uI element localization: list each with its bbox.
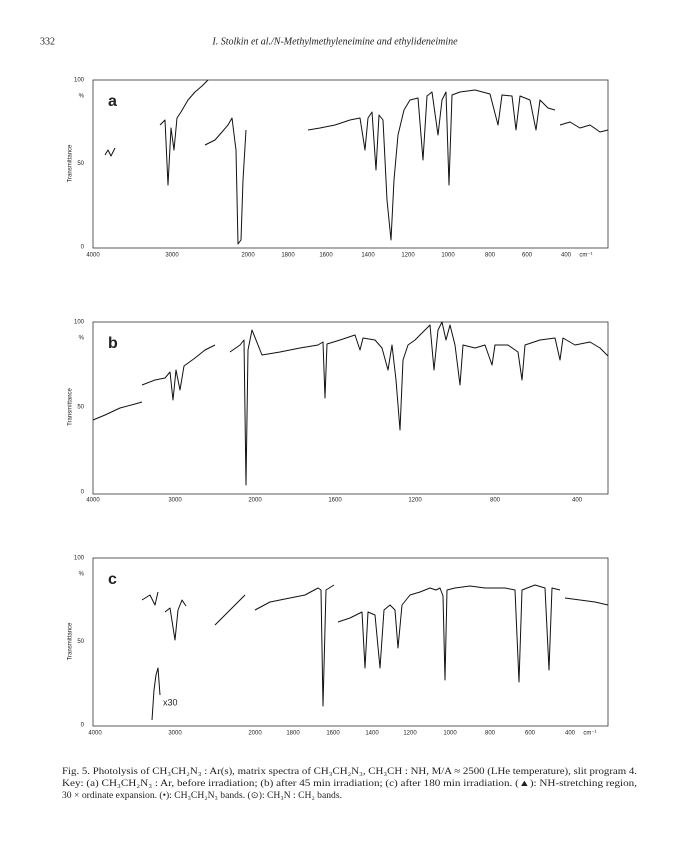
x-tick-label: 1800 — [281, 253, 295, 259]
x-tick-label: 3000 — [165, 253, 179, 259]
x-tick-label: 400 — [561, 253, 572, 259]
caption-line: Fig. 5. Photolysis of CH₃CH₂N₃ : Ar(s), … — [62, 766, 637, 776]
y-tick-label: 0 — [81, 723, 85, 729]
x-tick-label: 1400 — [361, 253, 375, 259]
x-tick-label: 4000 — [88, 731, 102, 737]
x-tick-label: 400 — [572, 498, 583, 504]
x-tick-label: 1600 — [326, 731, 340, 737]
x-tick-label: 800 — [485, 731, 496, 737]
y-tick-label: 0 — [81, 490, 85, 496]
y-tick-label: 50 — [77, 161, 84, 167]
caption-line: Key: (a) CH₃CH₂N₃ : Ar, before irradiati… — [62, 778, 637, 788]
x-tick-label: 3000 — [168, 731, 182, 737]
x-tick-label: 600 — [522, 253, 533, 259]
panel-frame — [92, 321, 609, 495]
y-axis-title: Transmittance — [68, 144, 74, 182]
annotation: x30 — [163, 697, 178, 707]
x-tick-label: 2000 — [248, 498, 262, 504]
spectrum-trace — [92, 321, 609, 486]
x-tick-label: 4000 — [86, 498, 100, 504]
y-axis-title: Transmittance — [68, 622, 74, 660]
y-tick-label: 100 — [74, 320, 85, 326]
y-tick-label: % — [79, 336, 85, 342]
x-tick-label: 2000 — [241, 253, 255, 259]
y-tick-label: 100 — [74, 78, 85, 84]
x-tick-label: 1800 — [286, 731, 300, 737]
x-tick-label: 600 — [525, 731, 536, 737]
spectrum-trace — [104, 79, 609, 245]
x-tick-label: 4000 — [86, 253, 100, 259]
panel-frame — [92, 557, 609, 727]
y-tick-label: % — [79, 94, 85, 100]
x-tick-label: 800 — [490, 498, 501, 504]
x-tick-label: cm⁻¹ — [583, 731, 596, 737]
spectrum-trace — [141, 584, 609, 721]
x-tick-label: 1200 — [403, 731, 417, 737]
y-tick-label: 100 — [74, 556, 85, 562]
x-tick-label: cm⁻¹ — [579, 253, 592, 259]
y-tick-label: 50 — [77, 405, 84, 411]
x-tick-label: 2000 — [248, 731, 262, 737]
panel-label: b — [108, 335, 118, 352]
x-tick-label: 3000 — [168, 498, 182, 504]
y-tick-label: 50 — [77, 639, 84, 645]
page-number: 332 — [40, 36, 55, 47]
y-axis-title: Transmittance — [68, 387, 74, 425]
caption-line: 30 × ordinate expansion. (•): CH₃CH₂N₃ b… — [62, 790, 342, 800]
y-tick-label: % — [79, 572, 85, 578]
x-tick-label: 1600 — [328, 498, 342, 504]
running-title: I. Stolkin et al./N-Methylmethyleneimine… — [211, 36, 458, 47]
x-tick-label: 1000 — [443, 731, 457, 737]
panel-label: a — [108, 93, 117, 110]
x-tick-label: 1600 — [319, 253, 333, 259]
x-tick-label: 1200 — [408, 498, 422, 504]
x-tick-label: 1200 — [401, 253, 415, 259]
x-tick-label: 1000 — [441, 253, 455, 259]
x-tick-label: 400 — [565, 731, 576, 737]
x-tick-label: 800 — [485, 253, 496, 259]
panel-label: c — [108, 571, 117, 588]
y-tick-label: 0 — [81, 245, 85, 251]
panel-frame — [92, 79, 609, 249]
x-tick-label: 1400 — [365, 731, 379, 737]
